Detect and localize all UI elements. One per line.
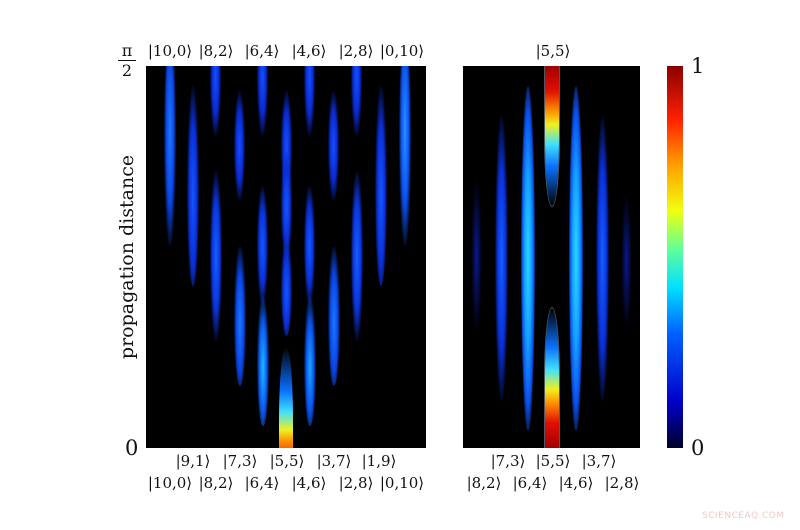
p1-bottom-label-row1: |9,1⟩ [175, 452, 211, 470]
beam [521, 86, 535, 431]
input-beam [279, 346, 293, 448]
p1-top-label: |6,4⟩ [244, 42, 280, 60]
p1-bottom-label-row1: |3,7⟩ [316, 452, 352, 470]
y-tick-pi-over-2: π 2 [118, 42, 136, 79]
beam [234, 91, 245, 201]
beam [328, 246, 340, 386]
p1-top-label: |0,10⟩ [379, 42, 425, 60]
beam [304, 66, 315, 136]
p2-bottom-label-row2: |2,8⟩ [604, 474, 640, 492]
beam [164, 66, 176, 246]
beam [304, 296, 316, 426]
colorbar [667, 66, 683, 448]
p2-bottom-label-row2: |6,4⟩ [512, 474, 548, 492]
y-tick-zero: 0 [125, 436, 139, 460]
beam [234, 246, 246, 386]
beam [471, 176, 482, 336]
p2-bottom-label-row1: |5,5⟩ [535, 452, 571, 470]
beam [399, 66, 411, 246]
colorbar-min-label: 0 [691, 436, 705, 460]
p1-bottom-label-row2: |8,2⟩ [198, 474, 234, 492]
beam [187, 86, 199, 286]
beam [495, 116, 508, 401]
beam [596, 116, 609, 401]
beam [375, 86, 387, 286]
beam [304, 186, 315, 306]
beam [569, 86, 583, 431]
beam [281, 151, 292, 261]
beam [621, 191, 632, 331]
beam [210, 66, 221, 136]
beam [210, 171, 222, 341]
y-axis-label: propagation distance [116, 154, 138, 360]
p1-bottom-label-row1: |7,3⟩ [222, 452, 258, 470]
watermark: SCIENCEAQ.COM [702, 511, 785, 521]
p2-bottom-label-row1: |3,7⟩ [581, 452, 617, 470]
heatmap-panel-2 [463, 66, 640, 448]
pi-denominator: 2 [121, 61, 133, 80]
p2-top-label: |5,5⟩ [535, 42, 571, 60]
refocus-beam-top [545, 66, 559, 206]
heatmap-panel-1 [146, 66, 426, 448]
pi-numerator: π [121, 41, 133, 60]
p1-bottom-label-row1: |5,5⟩ [269, 452, 305, 470]
fraction-bar [118, 60, 136, 61]
beam [257, 186, 268, 306]
beam [351, 171, 363, 341]
refocus-beam-bottom [545, 308, 559, 448]
p1-bottom-label-row2: |0,10⟩ [379, 474, 425, 492]
p1-bottom-label-row2: |6,4⟩ [244, 474, 280, 492]
beam [281, 91, 292, 201]
beam [281, 236, 292, 336]
p1-top-label: |10,0⟩ [147, 42, 193, 60]
p1-top-label: |2,8⟩ [338, 42, 374, 60]
p1-bottom-label-row2: |2,8⟩ [338, 474, 374, 492]
p1-top-label: |4,6⟩ [291, 42, 327, 60]
beam [328, 91, 339, 201]
colorbar-max-label: 1 [691, 54, 705, 78]
p1-bottom-label-row2: |10,0⟩ [147, 474, 193, 492]
p2-bottom-label-row1: |7,3⟩ [490, 452, 526, 470]
beam [351, 66, 362, 136]
beam [257, 66, 268, 136]
p1-top-label: |8,2⟩ [198, 42, 234, 60]
beam [257, 296, 269, 426]
p1-bottom-label-row2: |4,6⟩ [291, 474, 327, 492]
p2-bottom-label-row2: |4,6⟩ [558, 474, 594, 492]
p1-bottom-label-row1: |1,9⟩ [361, 452, 397, 470]
p2-bottom-label-row2: |8,2⟩ [466, 474, 502, 492]
